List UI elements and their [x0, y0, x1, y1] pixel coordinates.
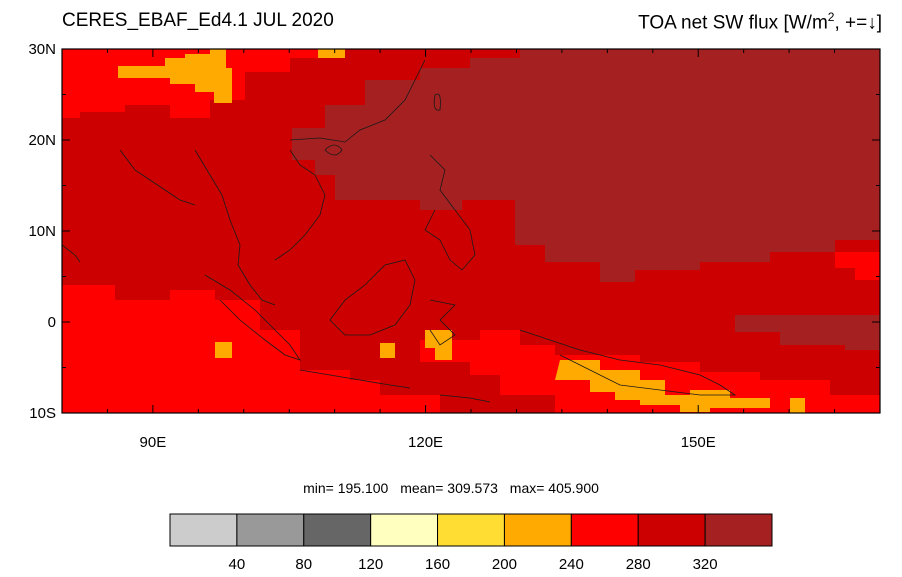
map-plot: 30N 20N 10N 0 10S 90E 120E 150E	[28, 41, 881, 451]
colorbar-boxes	[169, 513, 773, 547]
flux-field-240-280-west	[62, 285, 440, 413]
lon-tick-label: 120E	[408, 434, 443, 451]
stats-mean: mean= 309.573	[400, 480, 498, 496]
flux-field-200-240-patch	[790, 398, 805, 413]
colorbar-box	[437, 513, 505, 547]
coastline-timor	[439, 394, 491, 403]
coastline-java	[299, 369, 411, 389]
coastline-china-south	[289, 59, 426, 143]
flux-field-200-240-tibet	[118, 49, 232, 103]
colorbar-box	[169, 513, 238, 547]
flux-field-200-240-patch	[380, 343, 395, 358]
coastlines	[62, 59, 737, 403]
flux-field-240-280-east	[835, 252, 880, 280]
lat-tick-label: 20N	[28, 132, 56, 149]
flux-field-200-240-png	[555, 360, 770, 412]
colorbar-label: 160	[425, 556, 450, 573]
stats-line: min= 195.100 mean= 309.573 max= 405.900	[0, 480, 902, 496]
lat-tick-label: 30N	[28, 41, 56, 58]
variable-title-prefix: TOA net SW flux [W/m	[638, 12, 828, 34]
lat-tick-label: 10S	[29, 405, 56, 422]
lat-tick-label: 10N	[28, 223, 56, 240]
colorbar-label: 240	[559, 556, 584, 573]
colorbar-box	[704, 513, 773, 547]
flux-field-200-240-patch	[318, 49, 345, 58]
flux-field-240-280-south	[420, 330, 880, 413]
colorbar-label: 80	[295, 556, 312, 573]
down-arrow-icon: ↓	[867, 12, 877, 34]
stats-min: min= 195.100	[303, 480, 389, 496]
coastline-sumatra	[204, 274, 301, 361]
flux-field-200-240-patch	[215, 342, 232, 358]
variable-title-exponent: 2	[827, 10, 835, 24]
colorbar-label: 40	[229, 556, 246, 573]
axis-ticks: 30N 20N 10N 0 10S 90E 120E 150E	[28, 41, 881, 451]
stats-max: max= 405.900	[509, 480, 599, 496]
flux-field-200-240-patch	[425, 330, 452, 360]
colorbar-labels: 40 80 120 160 200 240 280 320	[229, 556, 718, 573]
colorbar-box	[236, 513, 305, 547]
coastline-new-guinea	[519, 329, 737, 396]
colorbar-label: 320	[693, 556, 718, 573]
colorbar-label: 280	[626, 556, 651, 573]
plot-title: CERES_EBAF_Ed4.1 JUL 2020	[62, 10, 334, 31]
coastline-borneo	[329, 259, 416, 336]
lat-tick-label: 0	[48, 314, 56, 331]
variable-title-sign: , +=	[834, 12, 868, 34]
colorbar-box	[503, 513, 572, 547]
colorbar-label: 120	[358, 556, 383, 573]
lon-tick-label: 90E	[140, 434, 167, 451]
lon-tick-label: 150E	[681, 434, 716, 451]
coastline-taiwan	[433, 93, 441, 111]
colorbar-box	[303, 513, 372, 547]
colorbar-box	[570, 513, 639, 547]
coastline-hainan	[324, 144, 343, 156]
variable-title-close: ]	[876, 12, 882, 34]
colorbar-label: 200	[492, 556, 517, 573]
flux-field-320-plus	[292, 49, 880, 282]
colorbar-box	[370, 513, 439, 547]
coastline-myanmar-thailand	[194, 149, 276, 306]
colorbar-box	[637, 513, 706, 547]
coastline-sulawesi	[429, 299, 456, 346]
coastline-india-east	[62, 149, 196, 263]
variable-title: TOA net SW flux [W/m2, +=↓]	[638, 10, 882, 34]
flux-field-320-plus-east	[735, 315, 880, 350]
coastline-indochina	[274, 149, 326, 261]
coastline-philippines	[424, 154, 476, 271]
